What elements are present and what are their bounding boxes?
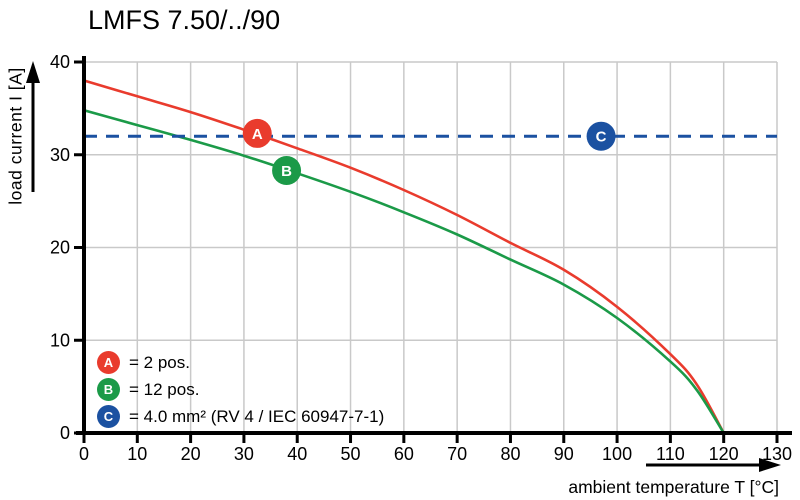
x-tick-label: 60 (394, 444, 414, 464)
marker-b: B (272, 156, 302, 186)
chart-title: LMFS 7.50/../90 (88, 5, 281, 35)
axes (76, 56, 792, 435)
x-tick-label: 20 (181, 444, 201, 464)
grid (84, 61, 778, 433)
ticks: 0 10 20 30 40 50 60 70 80 90 100 110 120 130 0 10 20 30 40 (50, 52, 792, 464)
x-axis-arrow-head (759, 458, 781, 472)
x-tick-label: 10 (127, 444, 147, 464)
x-tick-label: 70 (447, 444, 467, 464)
y-axis-arrow-head (26, 61, 40, 83)
marker-circle-a (242, 118, 272, 148)
x-tick-label: 110 (656, 444, 685, 464)
x-axis-label: ambient temperature T [°C] (568, 477, 779, 497)
marker-circle-c (586, 121, 616, 151)
axis-arrows (26, 61, 781, 472)
series-b-badge: B (97, 378, 120, 401)
marker-c: C (586, 121, 616, 151)
x-tick-label: 0 (79, 444, 89, 464)
marker-letter-c: C (596, 129, 607, 146)
x-tick-label: 40 (287, 444, 307, 464)
series-c-badge: C (97, 405, 120, 428)
x-tick-label: 30 (234, 444, 254, 464)
series-a-badge: A (97, 351, 120, 374)
point-markers: A B C (242, 118, 616, 186)
legend-item-a: A = 2 pos. (97, 351, 384, 374)
marker-letter-a: A (252, 126, 263, 143)
marker-circle-b (272, 156, 302, 186)
y-tick-label: 30 (50, 145, 70, 165)
legend-item-c: C = 4.0 mm² (RV 4 / IEC 60947-7-1) (97, 405, 384, 428)
curves (84, 79, 725, 433)
y-tick-label: 20 (50, 238, 70, 258)
marker-letter-b: B (281, 163, 292, 180)
y-tick-label: 0 (60, 423, 70, 443)
legend-item-b: B = 12 pos. (97, 378, 384, 401)
x-tick-label: 50 (341, 444, 361, 464)
derating-curve-a (84, 79, 725, 433)
y-tick-label: 40 (50, 52, 70, 72)
x-tick-label: 130 (762, 444, 792, 464)
marker-a: A (242, 118, 272, 148)
y-tick-label: 10 (50, 330, 70, 350)
legend-label-a: = 2 pos. (129, 352, 190, 372)
x-tick-label: 100 (602, 444, 632, 464)
x-tick-label: 120 (709, 444, 739, 464)
legend-label-c: = 4.0 mm² (RV 4 / IEC 60947-7-1) (129, 406, 385, 426)
x-tick-label: 80 (500, 444, 520, 464)
derating-curve-b (84, 108, 725, 433)
x-tick-label: 90 (554, 444, 574, 464)
legend-label-b: = 12 pos. (129, 379, 200, 399)
y-axis-label: load current I [A] (5, 67, 26, 205)
legend: A = 2 pos. B = 12 pos. C = 4.0 mm² (RV 4… (97, 351, 384, 428)
